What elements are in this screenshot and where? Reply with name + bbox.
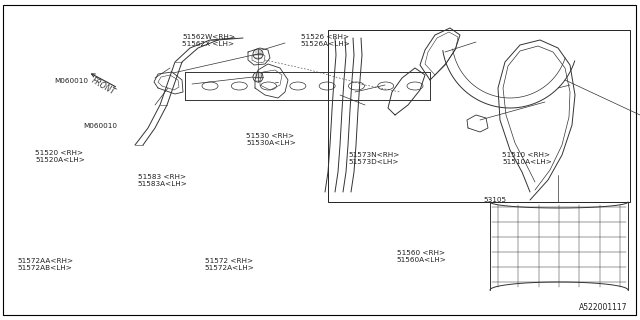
- Text: M060010: M060010: [83, 123, 117, 129]
- Text: M060010: M060010: [54, 78, 88, 84]
- Text: 51510 <RH>
51510A<LH>: 51510 <RH> 51510A<LH>: [502, 152, 552, 165]
- Text: FRONT: FRONT: [90, 76, 117, 97]
- Text: 51573N<RH>
51573D<LH>: 51573N<RH> 51573D<LH>: [349, 152, 400, 165]
- Text: 51572 <RH>
51572A<LH>: 51572 <RH> 51572A<LH>: [205, 258, 255, 271]
- Text: 51520 <RH>
51520A<LH>: 51520 <RH> 51520A<LH>: [35, 150, 85, 164]
- Text: 51530 <RH>
51530A<LH>: 51530 <RH> 51530A<LH>: [246, 133, 296, 146]
- Text: 51583 <RH>
51583A<LH>: 51583 <RH> 51583A<LH>: [138, 174, 188, 188]
- Text: 51526 <RH>
51526A<LH>: 51526 <RH> 51526A<LH>: [301, 34, 351, 47]
- Text: 51572AA<RH>
51572AB<LH>: 51572AA<RH> 51572AB<LH>: [18, 258, 74, 271]
- Text: 51560 <RH>
51560A<LH>: 51560 <RH> 51560A<LH>: [397, 250, 447, 263]
- Text: 53105: 53105: [483, 197, 506, 203]
- Text: 51562W<RH>
51562X <LH>: 51562W<RH> 51562X <LH>: [182, 34, 236, 47]
- Bar: [328, 30, 630, 202]
- Text: A522001117: A522001117: [579, 303, 627, 312]
